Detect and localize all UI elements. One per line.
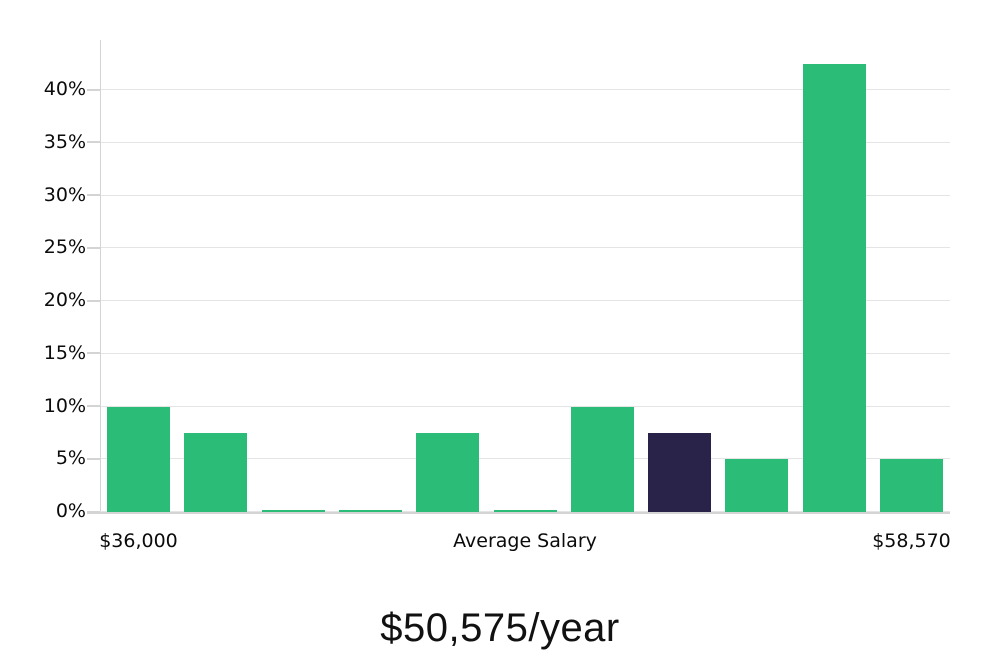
bar[interactable] xyxy=(107,406,170,512)
y-axis-tick xyxy=(87,405,100,407)
y-axis-tick-label: 40% xyxy=(43,78,86,100)
y-axis-tick xyxy=(87,352,100,355)
y-axis-tick-label: 10% xyxy=(43,394,86,417)
gridline xyxy=(100,247,950,249)
y-axis-tick xyxy=(87,194,100,196)
bar[interactable] xyxy=(338,509,402,512)
average-salary-title: $50,575/year xyxy=(380,606,620,650)
bar[interactable] xyxy=(725,459,789,512)
bar[interactable] xyxy=(802,63,866,512)
y-axis-tick xyxy=(87,510,100,513)
gridline xyxy=(100,89,950,90)
gridline xyxy=(100,141,950,143)
bar[interactable] xyxy=(184,432,248,512)
y-axis-line xyxy=(100,40,101,511)
bar[interactable] xyxy=(416,432,480,512)
x-axis-tick-label: $36,000 xyxy=(99,530,178,552)
gridline xyxy=(100,300,950,301)
y-axis-tick-label: 30% xyxy=(43,183,86,206)
y-axis-tick-label: 35% xyxy=(43,130,86,153)
y-axis-tick-label: 5% xyxy=(55,447,86,470)
y-axis-tick-label: 15% xyxy=(43,341,86,364)
gridline xyxy=(100,405,950,407)
gridline xyxy=(100,194,950,196)
y-axis-tick xyxy=(87,457,100,460)
highlighted-bar[interactable] xyxy=(648,432,712,512)
y-axis-tick xyxy=(87,141,100,144)
y-axis-tick-label: 25% xyxy=(43,236,86,259)
bar[interactable] xyxy=(261,509,325,512)
bar[interactable] xyxy=(570,406,634,512)
x-axis-tick-label: Average Salary xyxy=(453,530,597,552)
y-axis-tick-label: 0% xyxy=(55,500,86,522)
y-axis-tick xyxy=(87,88,100,91)
y-axis-tick-label: 20% xyxy=(43,289,86,311)
y-axis-tick xyxy=(87,246,100,249)
gridline xyxy=(100,352,950,354)
y-axis-tick xyxy=(87,299,100,302)
bar[interactable] xyxy=(493,509,557,512)
gridline xyxy=(100,458,950,460)
x-axis-tick-label: $58,570 xyxy=(872,530,951,552)
x-axis-line xyxy=(87,512,950,514)
bar[interactable] xyxy=(880,459,943,512)
